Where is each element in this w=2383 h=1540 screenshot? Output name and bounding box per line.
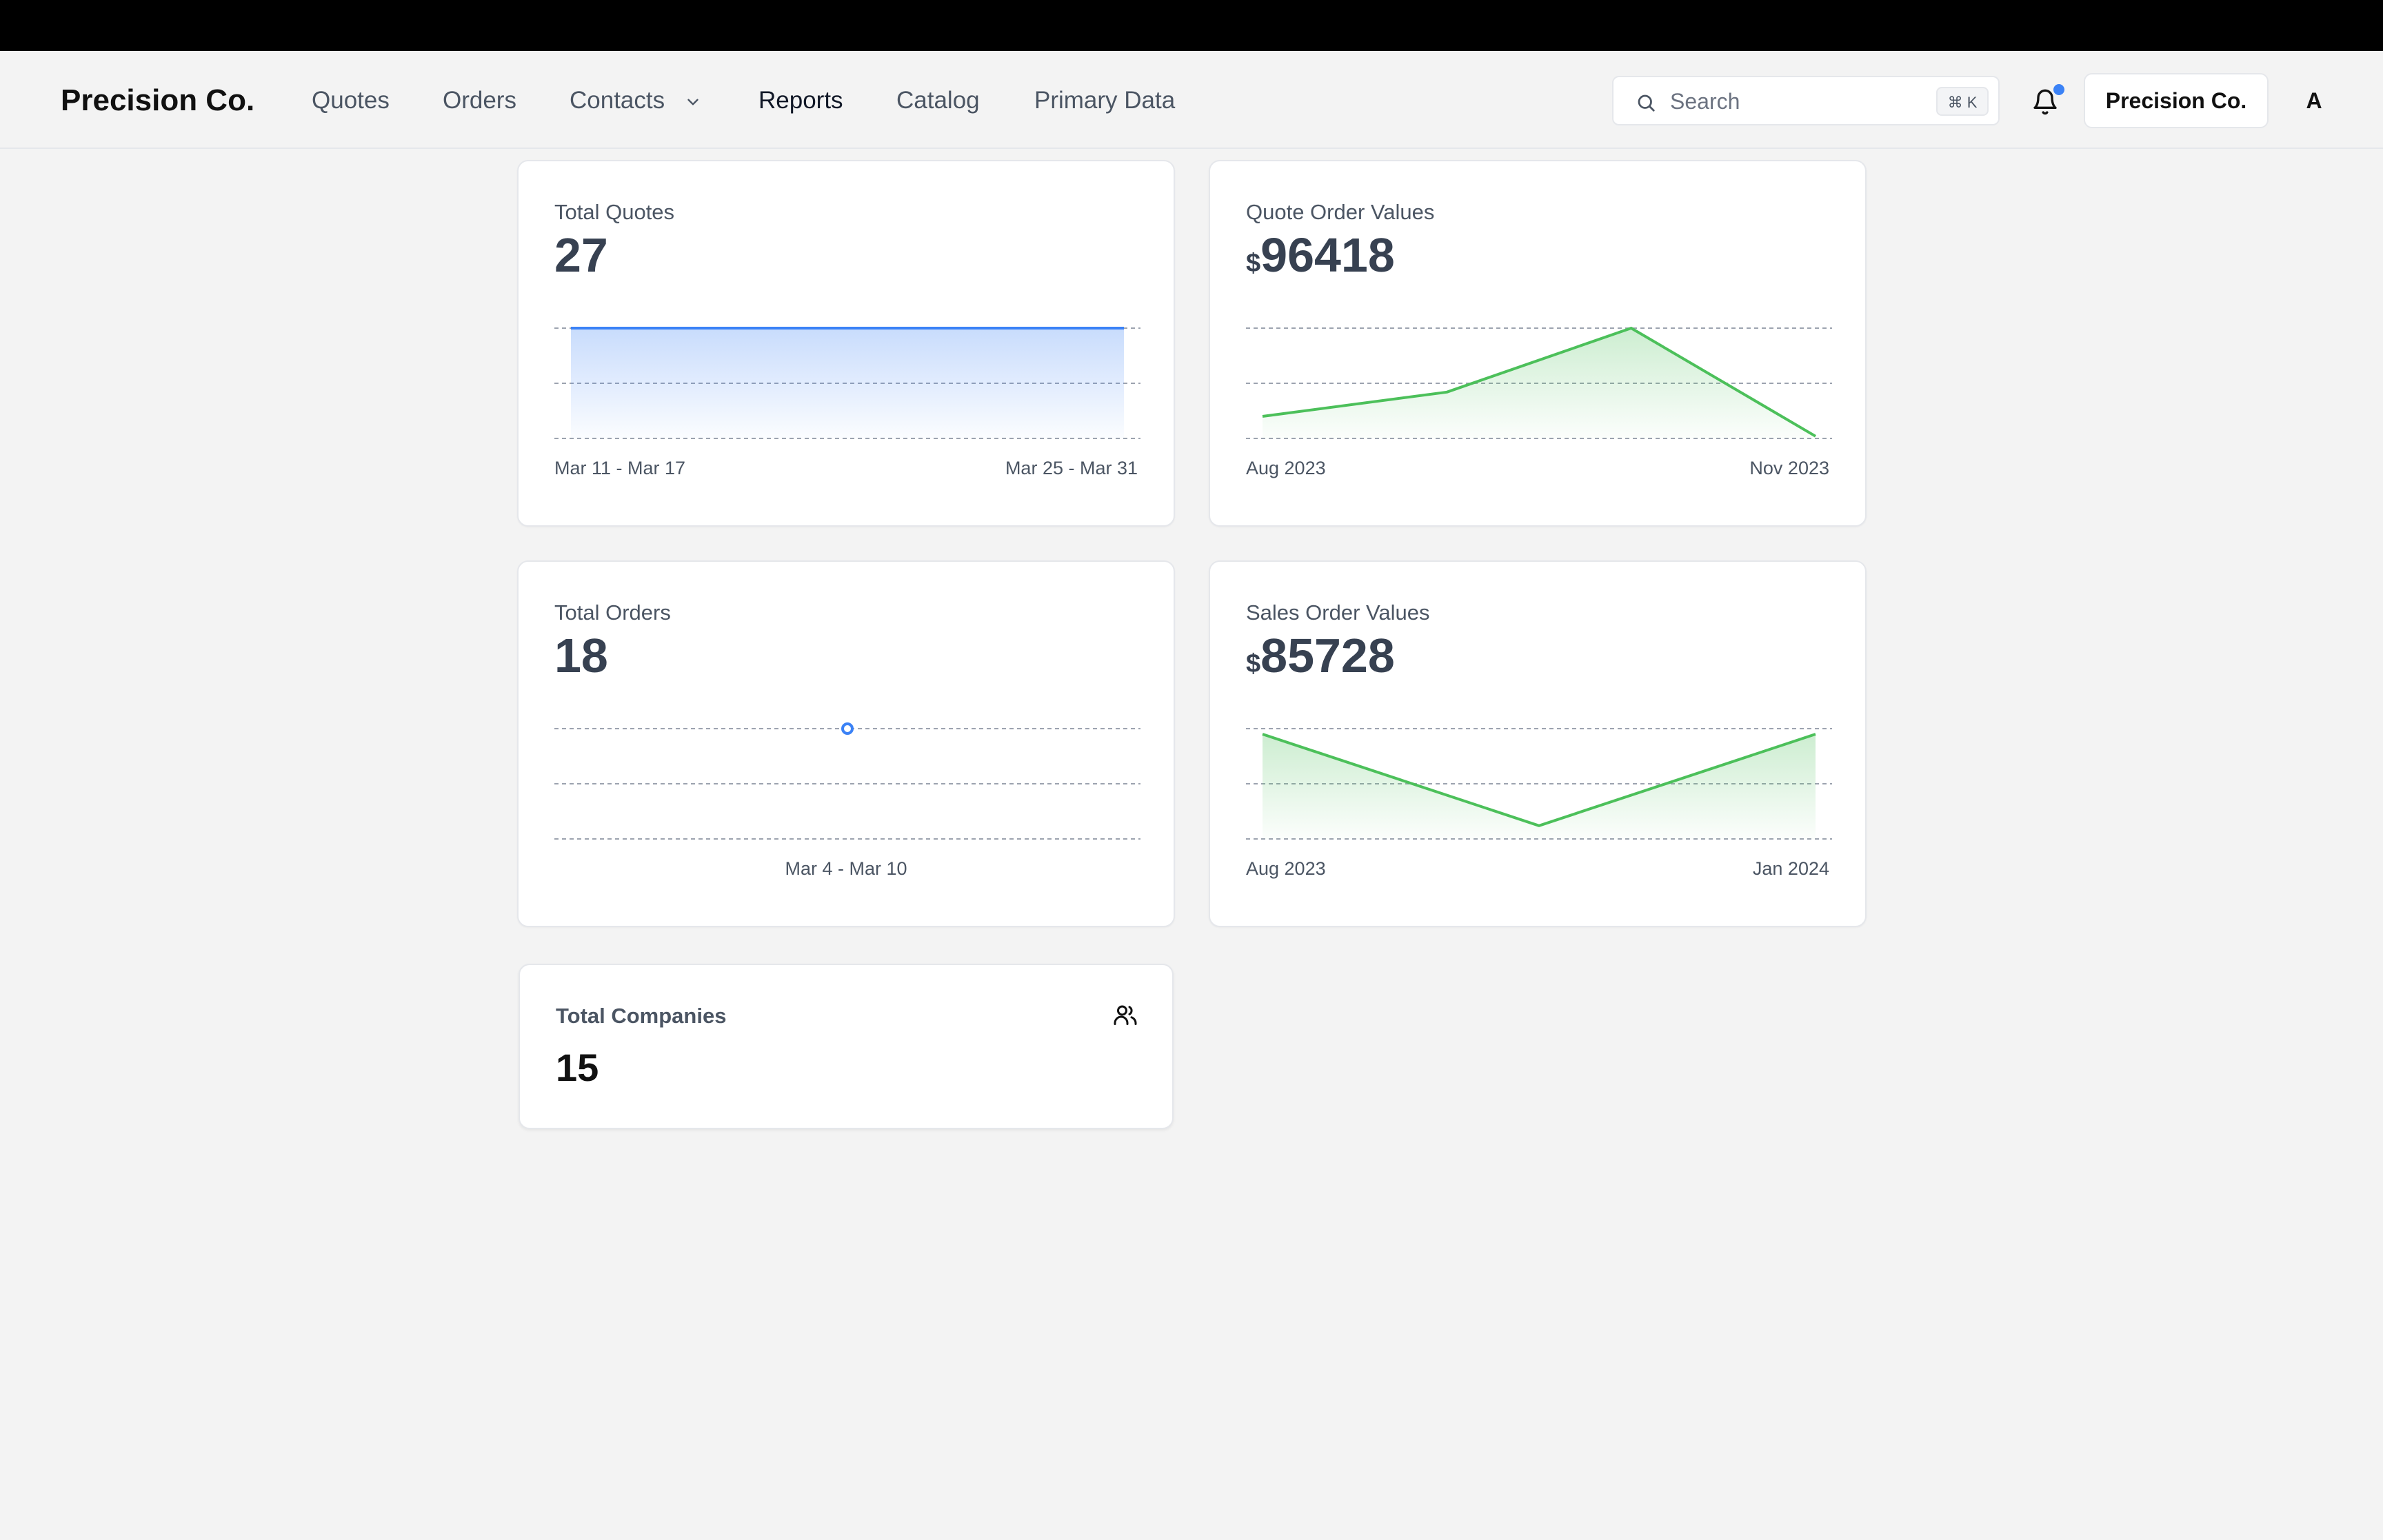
card-label: Total Quotes: [554, 200, 675, 224]
search-shortcut-badge: ⌘ K: [1936, 87, 1989, 116]
card-value: 18: [554, 629, 608, 682]
card-quote-order-values: Quote Order Values $96418 Aug 2023 Nov 2…: [1209, 160, 1867, 527]
card-amount: 96418: [1260, 228, 1395, 282]
nav-contacts-label: Contacts: [570, 87, 665, 114]
card-label: Total Orders: [554, 600, 671, 625]
navbar: Precision Co. Quotes Orders Contacts Rep…: [0, 51, 2383, 149]
card-value: 27: [554, 228, 608, 282]
x-axis-start-label: Mar 11 - Mar 17: [554, 458, 686, 478]
series-area: [1263, 734, 1816, 839]
chevron-down-icon: [687, 99, 698, 105]
total-quotes-chart: [554, 327, 1140, 439]
nav-contacts[interactable]: Contacts: [570, 80, 702, 121]
card-total-quotes: Total Quotes 27 Mar 11 - Mar 17 Mar 25 -…: [517, 160, 1175, 527]
card-label: Total Companies: [556, 1004, 727, 1028]
brand-logo[interactable]: Precision Co.: [61, 83, 255, 117]
nav-catalog[interactable]: Catalog: [896, 87, 980, 114]
data-point: [841, 722, 854, 735]
currency-symbol: $: [1246, 249, 1261, 278]
nav-orders[interactable]: Orders: [443, 87, 516, 114]
system-top-bar: [0, 0, 2383, 51]
series-line: [1262, 733, 1816, 827]
card-value: $96418: [1246, 227, 1395, 291]
sales-order-values-chart: [1246, 728, 1832, 840]
search-icon: [1638, 94, 1655, 112]
x-axis-start-label: Aug 2023: [1246, 858, 1326, 879]
quote-order-values-chart: [1246, 327, 1832, 439]
nav-reports[interactable]: Reports: [758, 87, 843, 114]
nav-primary-data[interactable]: Primary Data: [1034, 87, 1176, 114]
total-orders-chart: [554, 722, 1140, 840]
card-total-orders: Total Orders 18 Mar 4 - Mar 10: [517, 560, 1175, 927]
notification-dot: [2053, 84, 2064, 95]
bell-icon: [2033, 89, 2057, 115]
users-icon: [1114, 1005, 1137, 1025]
search-box[interactable]: ⌘ K: [1612, 76, 2000, 125]
search-input[interactable]: [1670, 85, 1918, 117]
x-axis-label: Mar 4 - Mar 10: [785, 858, 907, 879]
x-axis-end-label: Nov 2023: [1749, 458, 1829, 478]
account-button[interactable]: Precision Co.: [2084, 73, 2269, 128]
card-value: 15: [556, 1046, 599, 1089]
card-total-companies: Total Companies 15: [519, 964, 1174, 1129]
notifications-button[interactable]: [2030, 84, 2064, 117]
card-label: Sales Order Values: [1246, 600, 1430, 625]
x-axis-end-label: Jan 2024: [1752, 858, 1829, 879]
card-amount: 85728: [1260, 629, 1395, 682]
card-label: Quote Order Values: [1246, 200, 1435, 224]
x-axis-start-label: Aug 2023: [1246, 458, 1326, 478]
series-line: [1262, 327, 1817, 438]
currency-symbol: $: [1246, 649, 1261, 678]
avatar[interactable]: A: [2306, 88, 2322, 113]
card-value: $85728: [1246, 628, 1395, 691]
card-sales-order-values: Sales Order Values $85728 Aug 2023 Jan 2…: [1209, 560, 1867, 927]
series-area: [571, 328, 1124, 438]
nav-quotes[interactable]: Quotes: [312, 87, 390, 114]
x-axis-end-label: Mar 25 - Mar 31: [1005, 458, 1138, 478]
